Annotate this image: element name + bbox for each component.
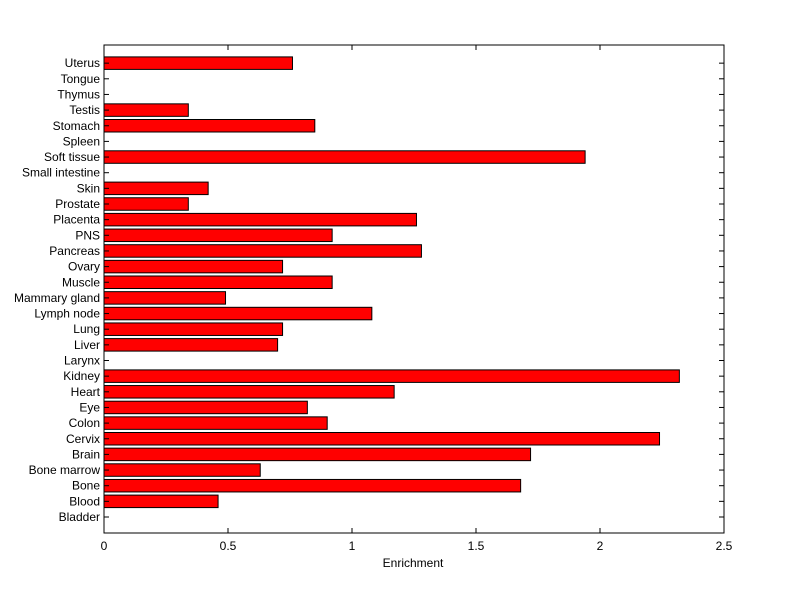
y-tick-label-larynx: Larynx bbox=[64, 354, 100, 368]
y-tick-label-bladder: Bladder bbox=[59, 510, 100, 524]
x-tick-label: 0.5 bbox=[220, 539, 237, 553]
y-tick-label-liver: Liver bbox=[74, 338, 100, 352]
bar-skin bbox=[103, 181, 209, 196]
y-tick-label-lung: Lung bbox=[73, 322, 100, 336]
bar-ovary bbox=[103, 259, 284, 274]
bar-bone bbox=[103, 478, 522, 493]
y-tick-label-small-intestine: Small intestine bbox=[22, 166, 100, 180]
y-tick-label-ovary: Ovary bbox=[68, 260, 100, 274]
bar-blood bbox=[103, 494, 219, 509]
y-tick-label-spleen: Spleen bbox=[63, 134, 100, 148]
x-tick-label: 2.5 bbox=[716, 539, 733, 553]
bar-liver bbox=[103, 338, 279, 352]
x-tick-label: 2 bbox=[597, 539, 604, 553]
y-tick-label-uterus: Uterus bbox=[65, 56, 100, 70]
bar-soft-tissue bbox=[103, 150, 586, 164]
bar-lung bbox=[103, 322, 284, 336]
x-tick-label: 1 bbox=[349, 539, 356, 553]
y-tick-label-thymus: Thymus bbox=[57, 87, 100, 101]
y-tick-label-bone-marrow: Bone marrow bbox=[29, 463, 101, 477]
y-tick-label-lymph-node: Lymph node bbox=[34, 307, 100, 321]
y-tick-label-bone: Bone bbox=[72, 479, 100, 493]
bar-kidney bbox=[103, 369, 680, 383]
x-tick-label: 1.5 bbox=[468, 539, 485, 553]
y-tick-label-stomach: Stomach bbox=[53, 119, 100, 133]
bar-bone-marrow bbox=[103, 463, 261, 477]
x-axis-title: Enrichment bbox=[383, 556, 444, 570]
y-tick-label-pancreas: Pancreas bbox=[49, 244, 100, 258]
bar-colon bbox=[103, 416, 328, 430]
bar-testis bbox=[103, 103, 189, 117]
bar-lymph-node bbox=[103, 306, 373, 321]
bar-cervix bbox=[103, 432, 661, 446]
y-tick-label-prostate: Prostate bbox=[55, 197, 100, 211]
bar-mammary-gland bbox=[103, 291, 227, 305]
bar-heart bbox=[103, 385, 395, 399]
bar-eye bbox=[103, 400, 308, 415]
bar-prostate bbox=[103, 197, 189, 211]
bar-pancreas bbox=[103, 244, 422, 258]
bar-placenta bbox=[103, 212, 417, 227]
y-tick-label-eye: Eye bbox=[79, 400, 100, 414]
plot-frame bbox=[103, 44, 725, 534]
bar-muscle bbox=[103, 275, 333, 289]
y-tick-label-testis: Testis bbox=[69, 103, 100, 117]
bar-uterus bbox=[103, 56, 293, 70]
y-tick-label-brain: Brain bbox=[72, 447, 100, 461]
x-tick-label: 0 bbox=[101, 539, 108, 553]
y-tick-label-colon: Colon bbox=[69, 416, 100, 430]
y-tick-label-mammary-gland: Mammary gland bbox=[14, 291, 100, 305]
ticks-layer bbox=[103, 45, 725, 533]
bar-stomach bbox=[103, 119, 316, 133]
y-tick-label-soft-tissue: Soft tissue bbox=[44, 150, 100, 164]
bar-pns bbox=[103, 228, 333, 243]
y-tick-label-cervix: Cervix bbox=[66, 432, 100, 446]
y-tick-label-muscle: Muscle bbox=[62, 275, 100, 289]
y-tick-label-skin: Skin bbox=[77, 181, 100, 195]
y-tick-label-tongue: Tongue bbox=[61, 72, 101, 86]
x-tick-labels: 0 0.5 1 1.5 2 2.5 bbox=[101, 539, 733, 553]
y-tick-label-pns: PNS bbox=[75, 228, 100, 242]
bar-brain bbox=[103, 447, 532, 462]
y-tick-label-heart: Heart bbox=[71, 385, 101, 399]
y-tick-label-blood: Blood bbox=[69, 494, 100, 508]
y-tick-label-kidney: Kidney bbox=[63, 369, 100, 383]
y-tick-label-placenta: Placenta bbox=[53, 213, 100, 227]
